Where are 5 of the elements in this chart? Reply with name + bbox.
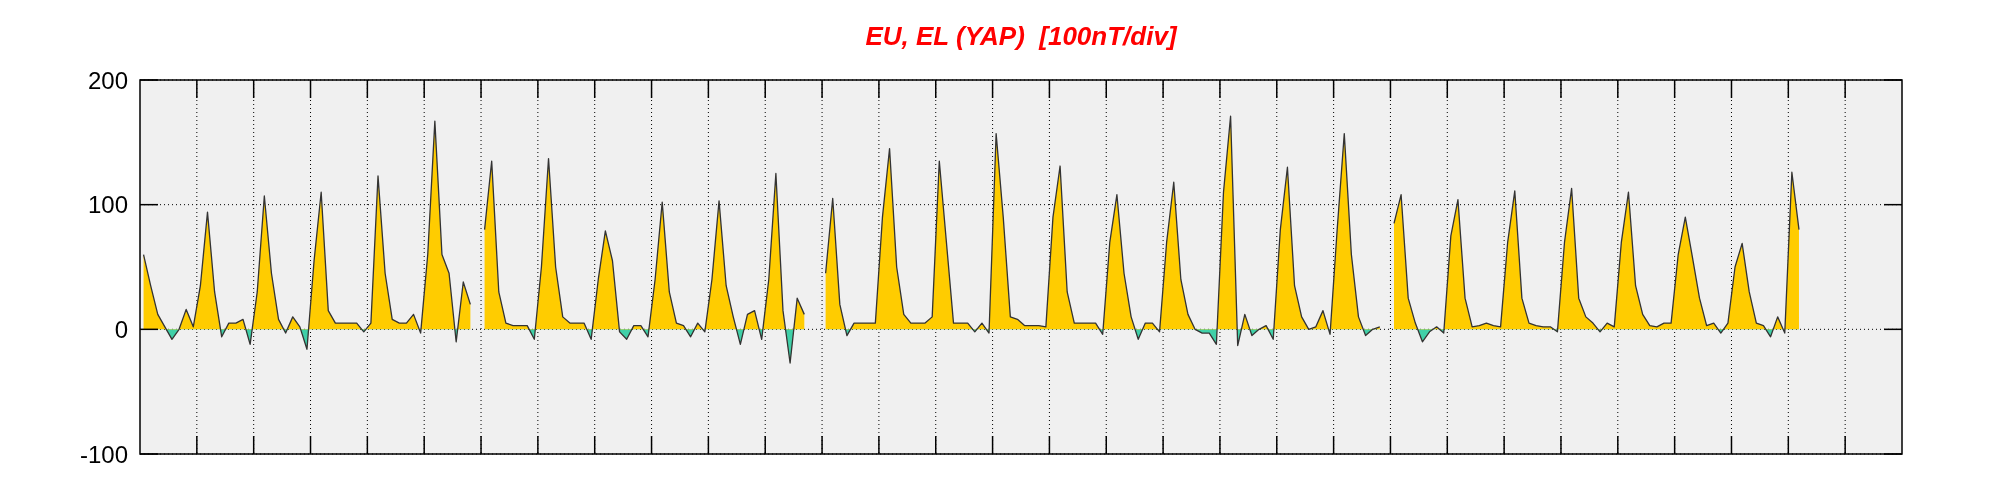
y-tick-label: 200 bbox=[87, 66, 128, 94]
y-tick-label: -100 bbox=[79, 440, 128, 468]
y-tick-label: 0 bbox=[114, 315, 128, 343]
chart-title: EU, EL (YAP) [100nT/div] bbox=[865, 21, 1178, 51]
y-tick-label: 100 bbox=[87, 191, 128, 219]
